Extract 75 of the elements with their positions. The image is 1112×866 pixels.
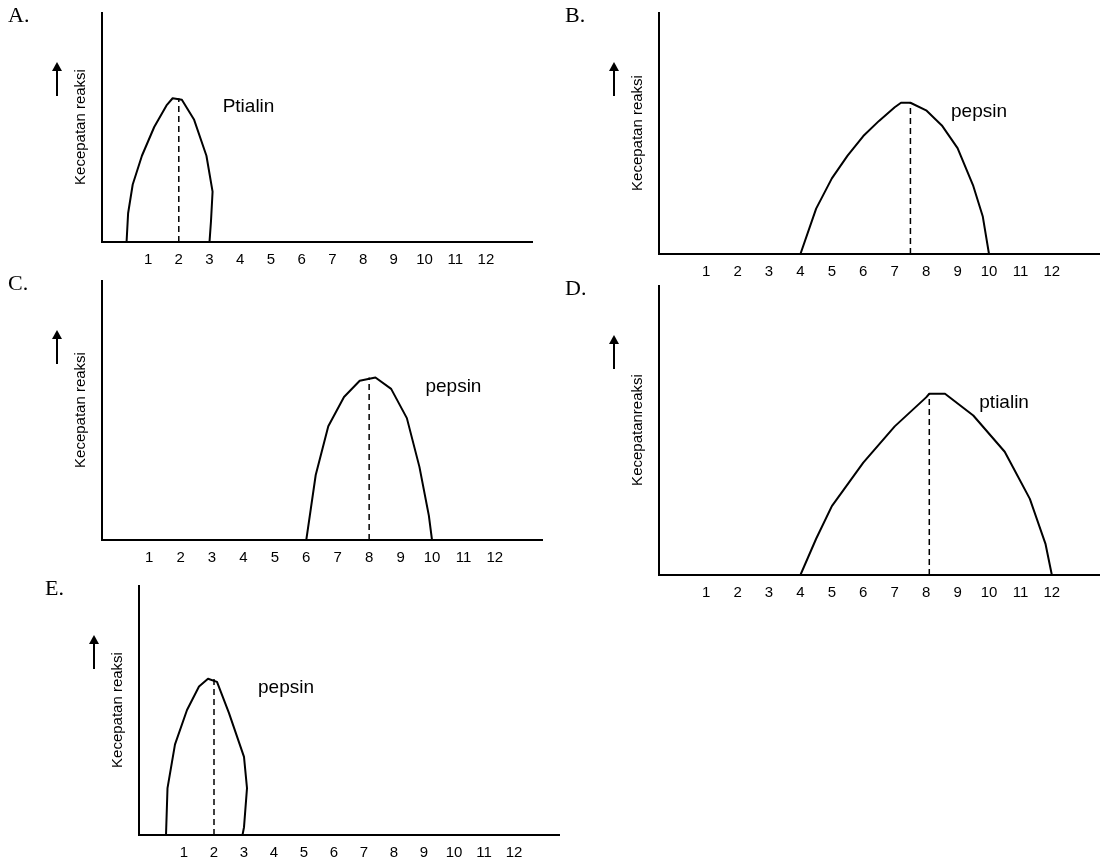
x-tick-label: 8 (358, 250, 368, 268)
x-tick-label: 11 (447, 250, 463, 268)
x-tick-label: 6 (329, 843, 339, 861)
x-tick-label: 10 (416, 250, 433, 268)
y-axis-title: Kecepatan reaksi (71, 352, 89, 468)
series-label: pepsin (258, 675, 314, 697)
chart-title: A. (8, 2, 30, 28)
x-tick-label: 8 (389, 843, 399, 861)
chart-title: C. (8, 270, 29, 296)
x-tick-label: 5 (827, 262, 837, 280)
x-tick-label: 11 (476, 843, 492, 861)
x-tick-label: 9 (953, 262, 962, 280)
y-axis-title: Kecepatan reaksi (628, 75, 646, 191)
x-tick-label: 1 (179, 843, 189, 861)
chart-title: D. (565, 275, 587, 301)
x-tick-label: 11 (455, 548, 472, 566)
x-tick-label: 5 (299, 843, 309, 861)
x-tick-label: 4 (796, 583, 805, 601)
x-tick-label: 1 (701, 583, 711, 601)
x-tick-label: 6 (859, 262, 868, 280)
chart-title: B. (565, 2, 586, 28)
x-tick-label: 11 (1012, 262, 1029, 280)
x-tick-label: 4 (236, 250, 245, 268)
x-tick-label: 5 (270, 548, 280, 566)
x-tick-label: 12 (505, 843, 523, 861)
x-tick-label: 7 (890, 262, 899, 280)
x-tick-label: 9 (389, 250, 398, 268)
x-tick-label: 8 (921, 262, 931, 280)
series-label: Ptialin (222, 95, 275, 117)
x-tick-label: 12 (477, 250, 495, 268)
x-tick-label: 1 (701, 262, 711, 280)
x-tick-label: 9 (419, 843, 429, 861)
x-tick-label: 11 (1012, 583, 1029, 601)
x-tick-label: 6 (859, 583, 868, 601)
x-tick-label: 5 (266, 250, 276, 268)
x-tick-label: 3 (764, 583, 774, 601)
x-tick-label: 3 (239, 843, 249, 861)
x-tick-label: 8 (364, 548, 374, 566)
x-tick-label: 6 (297, 250, 306, 268)
x-tick-label: 1 (143, 250, 153, 268)
x-tick-label: 2 (174, 250, 183, 268)
x-tick-label: 10 (445, 843, 463, 861)
y-axis-title: Kecepatan reaksi (108, 652, 126, 768)
x-tick-label: 4 (239, 548, 248, 566)
x-tick-label: 2 (209, 843, 219, 861)
x-tick-label: 3 (764, 262, 774, 280)
series-label: ptialin (979, 390, 1029, 412)
x-tick-label: 2 (176, 548, 185, 566)
y-axis-title: Kecepatanreaksi (628, 374, 646, 486)
x-tick-label: 4 (269, 843, 279, 861)
chart-title: E. (45, 575, 64, 601)
x-tick-label: 10 (980, 262, 998, 280)
x-tick-label: 7 (328, 250, 337, 268)
x-tick-label: 12 (1043, 262, 1061, 280)
series-label: pepsin (951, 99, 1007, 121)
x-tick-label: 6 (302, 548, 311, 566)
x-tick-label: 12 (486, 548, 504, 566)
x-tick-label: 10 (423, 548, 441, 566)
x-tick-label: 8 (921, 583, 931, 601)
x-tick-label: 5 (827, 583, 837, 601)
x-tick-label: 4 (796, 262, 805, 280)
x-tick-label: 2 (733, 583, 742, 601)
x-tick-label: 1 (144, 548, 154, 566)
x-tick-label: 3 (207, 548, 217, 566)
x-tick-label: 12 (1043, 583, 1061, 601)
x-tick-label: 7 (359, 843, 369, 861)
series-label: pepsin (425, 374, 482, 396)
x-tick-label: 3 (205, 250, 214, 268)
x-tick-label: 2 (733, 262, 742, 280)
x-tick-label: 10 (980, 583, 998, 601)
x-tick-label: 7 (890, 583, 899, 601)
y-axis-title: Kecepatan reaksi (71, 69, 89, 185)
x-tick-label: 9 (396, 548, 405, 566)
x-tick-label: 7 (333, 548, 342, 566)
x-tick-label: 9 (953, 583, 962, 601)
